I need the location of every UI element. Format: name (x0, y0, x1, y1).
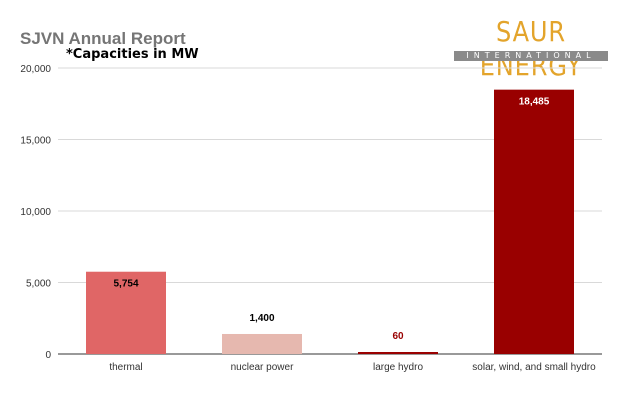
logo-tagline: INTERNATIONAL (454, 51, 608, 61)
data-labels: 5,754 1,400 60 18,485 (113, 97, 549, 342)
bar (358, 352, 438, 354)
saur-energy-logo: SAUR ENERGY INTERNATIONAL (452, 15, 610, 82)
data-label: 5,754 (113, 279, 138, 290)
y-tick-label: 20,000 (20, 64, 51, 75)
y-tick-label: 0 (45, 350, 51, 361)
category-label: large hydro (373, 362, 423, 373)
chart-title: SJVN Annual Report (20, 29, 186, 48)
chart-subtitle: *Capacities in MW (66, 47, 199, 62)
category-label: solar, wind, and small hydro (472, 362, 596, 373)
bar (222, 333, 302, 354)
data-label: 1,400 (249, 313, 274, 324)
bar (86, 271, 166, 354)
y-tick-label: 15,000 (20, 136, 51, 147)
data-label: 60 (392, 331, 404, 342)
category-label: nuclear power (231, 362, 294, 373)
x-axis-categories: thermal nuclear power large hydro solar, wi… (109, 362, 596, 373)
y-tick-label: 5,000 (26, 279, 51, 290)
bar (494, 89, 574, 355)
data-label: 18,485 (519, 97, 550, 108)
category-label: thermal (109, 362, 142, 373)
bars (86, 89, 574, 355)
y-axis-ticks: 0 5,000 10,000 15,000 20,000 (20, 64, 51, 361)
y-tick-label: 10,000 (20, 207, 51, 218)
